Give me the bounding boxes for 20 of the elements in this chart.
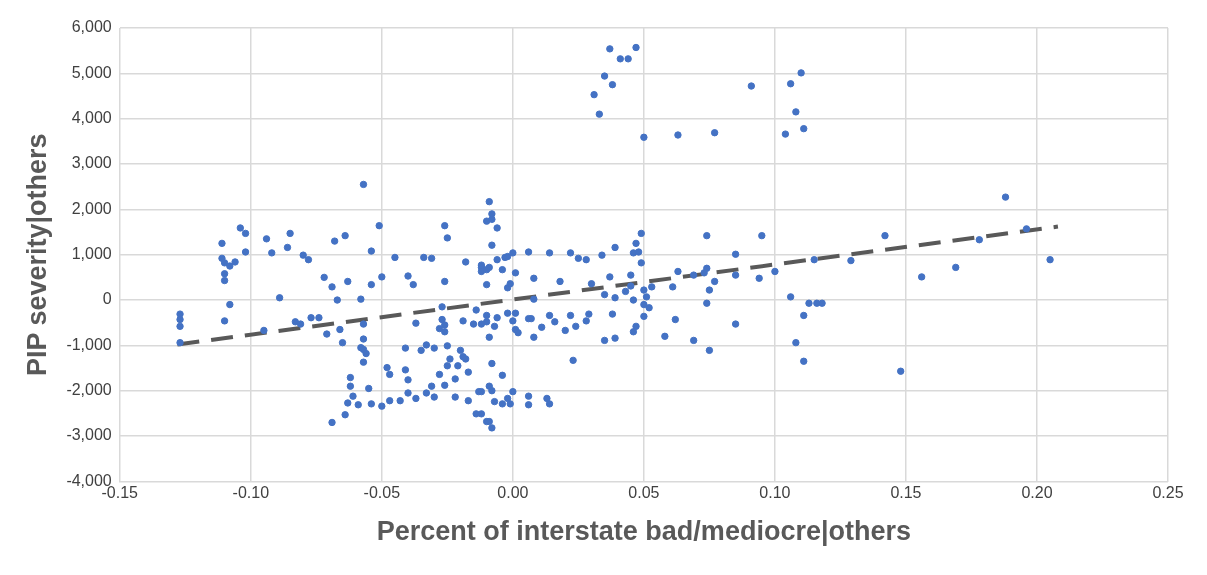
x-tick-label: -0.05 <box>363 484 401 502</box>
x-axis-title: Percent of interstate bad/mediocre|others <box>376 516 911 547</box>
x-tick-label: -0.10 <box>232 484 270 502</box>
x-tick-label: 0.20 <box>1021 484 1053 502</box>
x-tick-label: 0.10 <box>759 484 791 502</box>
y-tick-label: 1,000 <box>71 245 112 263</box>
x-tick-label: 0.05 <box>628 484 660 502</box>
y-tick-label: 2,000 <box>71 199 112 217</box>
y-tick-label: 4,000 <box>71 109 112 127</box>
y-tick-label: -3,000 <box>66 426 112 444</box>
x-tick-label: 0.00 <box>497 484 529 502</box>
y-tick-label: 5,000 <box>71 63 112 81</box>
y-tick-label: -1,000 <box>66 335 112 353</box>
y-tick-label: 3,000 <box>71 154 112 172</box>
x-tick-label: 0.15 <box>890 484 922 502</box>
y-tick-label: 6,000 <box>71 18 112 36</box>
y-tick-label: 0 <box>102 290 112 308</box>
y-tick-label: -2,000 <box>66 381 112 399</box>
y-axis-title: PIP severity|others <box>21 133 52 377</box>
x-tick-label: 0.25 <box>1152 484 1184 502</box>
